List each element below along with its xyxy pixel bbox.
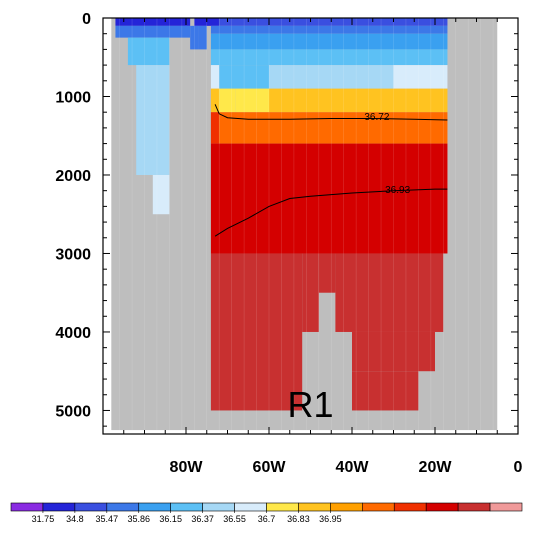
- colorbar-swatch: [106, 502, 140, 512]
- salinity-cell: [190, 25, 199, 50]
- colorbar-label: 36.83: [287, 514, 310, 524]
- salinity-cell: [352, 253, 444, 332]
- x-tick-label: 60W: [253, 459, 287, 476]
- y-tick-label: 4000: [55, 325, 91, 342]
- salinity-cell: [210, 65, 220, 89]
- salinity-cell: [219, 88, 236, 113]
- colorbar-label: 36.95: [319, 514, 342, 524]
- x-tick-label: 40W: [336, 459, 370, 476]
- salinity-cell: [210, 33, 448, 50]
- salinity-cell: [152, 174, 170, 215]
- region-label: R1: [287, 384, 333, 425]
- colorbar-swatch: [457, 502, 491, 512]
- contour-lines: 36.72 36.93: [214, 104, 448, 237]
- colorbar-swatch: [393, 502, 427, 512]
- colorbar-label: 36.55: [223, 514, 246, 524]
- y-tick-label: 2000: [55, 168, 91, 185]
- colorbar-label: 35.47: [96, 514, 119, 524]
- colorbar-swatch: [10, 502, 44, 512]
- salinity-cell: [210, 112, 220, 144]
- salinity-cell: [210, 143, 448, 254]
- colorbar-swatch: [138, 502, 171, 512]
- x-tick-label: 0: [514, 459, 523, 476]
- cell-gridlines: [119, 18, 494, 431]
- x-tick-label: 80W: [170, 459, 204, 476]
- colorbar-swatch: [202, 502, 235, 512]
- y-tick-label: 0: [82, 11, 91, 28]
- y-tick-label: 1000: [55, 89, 91, 106]
- y-tick-label: 3000: [55, 246, 91, 263]
- salinity-cell: [115, 25, 191, 38]
- colorbar-swatch: [266, 502, 299, 512]
- colorbar-label: 34.8: [66, 514, 84, 524]
- salinity-cell: [219, 65, 269, 89]
- colorbar-swatch: [425, 502, 459, 512]
- salinity-cell: [302, 253, 319, 332]
- colorbar-swatch: [42, 502, 76, 512]
- colorbar-swatch: [489, 502, 523, 512]
- salinity-cell: [115, 18, 191, 26]
- salinity-cell: [198, 25, 207, 50]
- colorbar: 31.75 34.8 35.47 35.86 36.15 36.37 36.55 36.7 36…: [10, 502, 523, 524]
- colorbar-swatch: [330, 502, 363, 512]
- y-tick-label: 5000: [55, 403, 91, 420]
- colorbar-label: 36.15: [159, 514, 182, 524]
- contour-label: 36.93: [385, 185, 410, 196]
- salinity-cell: [352, 371, 419, 411]
- salinity-cell: [269, 88, 448, 113]
- salinity-cell: [219, 112, 448, 144]
- salinity-cell: [318, 253, 336, 293]
- salinity-cell: [352, 331, 435, 372]
- colorbar-label: 36.7: [258, 514, 276, 524]
- colorbar-label: 36.37: [191, 514, 214, 524]
- salinity-cell: [136, 65, 170, 175]
- salinity-cell: [210, 88, 220, 113]
- salinity-cell: [127, 37, 170, 66]
- salinity-cell: [269, 65, 394, 89]
- colorbar-swatch: [234, 502, 267, 512]
- y-axis: 0 1000 2000 3000 4000 5000: [55, 11, 518, 427]
- contour-line: [214, 104, 448, 121]
- salinity-cell: [210, 25, 448, 34]
- salinity-cell: [393, 65, 448, 89]
- contour-line: [214, 188, 448, 237]
- colorbar-swatch: [170, 502, 203, 512]
- x-tick-label: 20W: [419, 459, 453, 476]
- colorbar-label: 31.75: [32, 514, 55, 524]
- salinity-cell: [335, 253, 352, 332]
- colorbar-label: 35.86: [127, 514, 150, 524]
- colorbar-swatch: [362, 502, 395, 512]
- annotations: R1: [287, 384, 333, 425]
- colorbar-swatch: [298, 502, 331, 512]
- salinity-cell: [210, 49, 448, 66]
- contour-label: 36.72: [364, 112, 389, 123]
- salinity-cell: [219, 18, 448, 26]
- salinity-cell: [210, 253, 303, 411]
- colorbar-swatch: [74, 502, 108, 512]
- salinity-cell: [235, 88, 269, 113]
- plot-area: [103, 18, 518, 434]
- x-axis: 80W 60W 40W 20W 0: [102, 18, 523, 476]
